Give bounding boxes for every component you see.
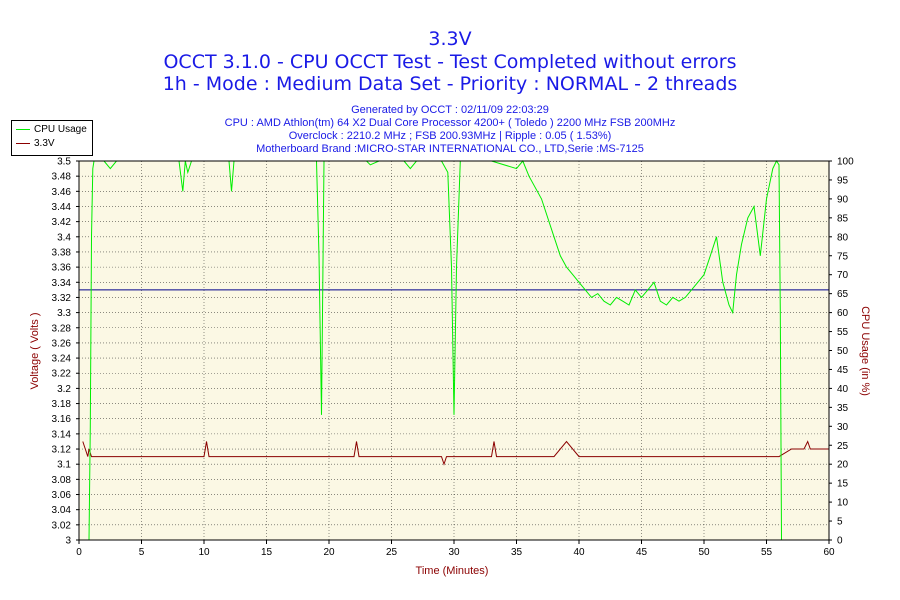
y2-tick-label: 65 xyxy=(837,289,849,300)
y-tick-label: 3.22 xyxy=(52,369,72,380)
x-tick-label: 25 xyxy=(386,547,398,558)
x-tick-label: 30 xyxy=(448,547,460,558)
x-tick-label: 50 xyxy=(698,547,710,558)
overclock-info: Overclock : 2210.2 MHz ; FSB 200.93MHz |… xyxy=(288,130,612,142)
y-tick-label: 3.08 xyxy=(52,475,72,486)
y-tick-label: 3.14 xyxy=(52,429,72,440)
y-tick-label: 3.38 xyxy=(52,247,72,258)
x-tick-label: 10 xyxy=(198,547,210,558)
legend-swatch-3-3v xyxy=(16,142,30,144)
y2-tick-label: 35 xyxy=(837,403,849,414)
series-line-3-3v xyxy=(82,440,829,466)
y2-tick-label: 10 xyxy=(837,498,849,509)
x-axis-title: Time (Minutes) xyxy=(416,565,489,577)
legend-label-cpu-usage: CPU Usage xyxy=(34,124,87,135)
x-tick-label: 15 xyxy=(261,547,273,558)
y-tick-label: 3.44 xyxy=(52,202,72,213)
chart-subtitle-mode: 1h - Mode : Medium Data Set - Priority :… xyxy=(162,73,738,95)
y2-tick-label: 20 xyxy=(837,460,849,471)
legend-item-cpu-usage: CPU Usage xyxy=(16,124,87,136)
y-tick-label: 3.48 xyxy=(52,172,72,183)
axis-ticks: 0 5 10 15 20 25 30 35 40 45 50 55 6033.023.043.063.0… xyxy=(52,157,855,559)
y2-tick-label: 80 xyxy=(837,232,849,243)
y2-tick-label: 85 xyxy=(837,213,849,224)
y-tick-label: 3.2 xyxy=(57,384,71,395)
y-tick-label: 3.32 xyxy=(52,293,72,304)
y-tick-label: 3.28 xyxy=(52,323,72,334)
x-tick-label: 55 xyxy=(761,547,773,558)
x-tick-label: 60 xyxy=(823,547,835,558)
y2-tick-label: 50 xyxy=(837,346,849,357)
y-tick-label: 3.24 xyxy=(52,354,72,365)
y-tick-label: 3 xyxy=(65,536,71,547)
y2-tick-label: 0 xyxy=(837,536,843,547)
y2-tick-label: 25 xyxy=(837,441,849,452)
y-tick-label: 3.18 xyxy=(52,399,72,410)
x-tick-label: 20 xyxy=(323,547,335,558)
x-tick-label: 45 xyxy=(636,547,648,558)
y-tick-label: 3.06 xyxy=(52,490,72,501)
y2-tick-label: 100 xyxy=(837,157,854,168)
y-tick-label: 3.42 xyxy=(52,217,72,228)
y-tick-label: 3.34 xyxy=(52,278,72,289)
y2-tick-label: 60 xyxy=(837,308,849,319)
y2-tick-label: 90 xyxy=(837,194,849,205)
y2-axis-title: CPU Usage (in %) xyxy=(859,306,871,396)
y2-tick-label: 45 xyxy=(837,365,849,376)
y2-tick-label: 75 xyxy=(837,251,849,262)
y-axis-title: Voltage ( Volts ) xyxy=(29,312,41,389)
y2-tick-label: 70 xyxy=(837,270,849,281)
y2-tick-label: 5 xyxy=(837,517,843,528)
y2-tick-label: 95 xyxy=(837,175,849,186)
generated-info: Generated by OCCT : 02/11/09 22:03:29 xyxy=(351,104,549,116)
y2-tick-label: 15 xyxy=(837,479,849,490)
y-tick-label: 3.46 xyxy=(52,187,72,198)
legend-swatch-cpu-usage xyxy=(16,128,30,130)
x-tick-label: 40 xyxy=(573,547,585,558)
y-tick-label: 3.4 xyxy=(57,232,71,243)
y-tick-label: 3.16 xyxy=(52,414,72,425)
y2-tick-label: 55 xyxy=(837,327,849,338)
y2-tick-label: 40 xyxy=(837,384,849,395)
y-tick-label: 3.5 xyxy=(57,157,71,168)
grid-lines xyxy=(79,161,829,540)
chart-subtitle-test: OCCT 3.1.0 - CPU OCCT Test - Test Comple… xyxy=(163,51,737,73)
y-tick-label: 3.1 xyxy=(57,460,71,471)
x-tick-label: 0 xyxy=(76,547,82,558)
y-tick-label: 3.26 xyxy=(52,338,72,349)
y-tick-label: 3.36 xyxy=(52,263,72,274)
legend: CPU Usage 3.3V xyxy=(11,120,93,156)
y2-tick-label: 30 xyxy=(837,422,849,433)
chart-title: 3.3V xyxy=(428,28,472,50)
y-tick-label: 3.04 xyxy=(52,505,72,516)
motherboard-info: Motherboard Brand :MICRO-STAR INTERNATIO… xyxy=(256,143,644,155)
y-tick-label: 3.02 xyxy=(52,520,72,531)
cpu-info: CPU : AMD Athlon(tm) 64 X2 Dual Core Pro… xyxy=(224,117,676,129)
x-tick-label: 35 xyxy=(511,547,523,558)
x-tick-label: 5 xyxy=(139,547,145,558)
legend-label-3-3v: 3.3V xyxy=(34,138,55,149)
y-tick-label: 3.3 xyxy=(57,308,71,319)
legend-item-3-3v: 3.3V xyxy=(16,138,55,150)
y-tick-label: 3.12 xyxy=(52,445,72,456)
